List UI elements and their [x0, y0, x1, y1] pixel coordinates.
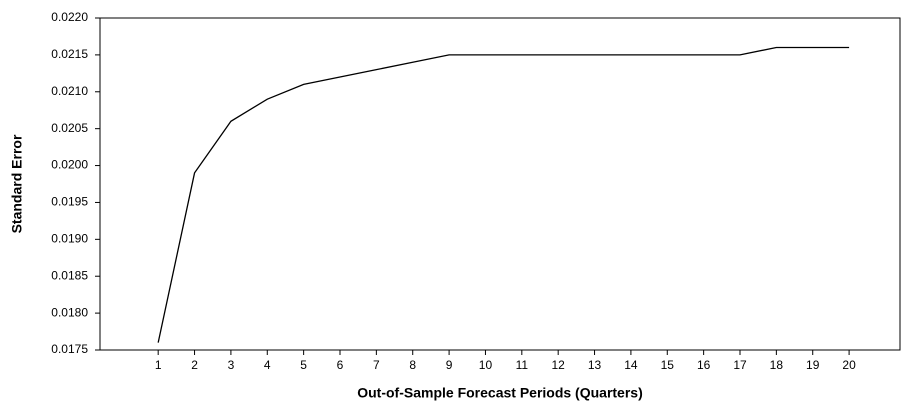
- y-tick-label: 0.0195: [51, 195, 88, 209]
- x-tick-label: 3: [228, 358, 235, 372]
- plot-frame: [99, 17, 901, 351]
- x-tick-label: 17: [733, 358, 747, 372]
- x-tick-label: 8: [409, 358, 416, 372]
- x-tick-label: 12: [552, 358, 566, 372]
- x-tick-label: 1: [155, 358, 162, 372]
- x-tick-label: 6: [337, 358, 344, 372]
- y-tick-label: 0.0205: [51, 121, 88, 135]
- x-tick-label: 20: [842, 358, 856, 372]
- x-tick-label: 11: [516, 358, 529, 372]
- y-tick-label: 0.0200: [51, 158, 88, 172]
- x-tick-label: 10: [479, 358, 493, 372]
- x-tick-label: 19: [806, 358, 820, 372]
- x-tick-label: 7: [373, 358, 380, 372]
- line: [157, 46, 850, 343]
- y-tick-label: 0.0185: [51, 268, 88, 282]
- y-tick-label: 0.0180: [51, 305, 88, 319]
- y-axis-label: Standard Error: [9, 134, 25, 233]
- x-tick-label: 2: [191, 358, 198, 372]
- x-tick-label: 9: [446, 358, 453, 372]
- x-tick-label: 15: [661, 358, 675, 372]
- y-tick-label: 0.0210: [51, 84, 88, 98]
- y-tick-label: 0.0220: [51, 10, 88, 24]
- x-tick-label: 16: [697, 358, 711, 372]
- y-tick-label: 0.0175: [51, 342, 88, 356]
- x-tick-label: 14: [624, 358, 638, 372]
- y-tick-label: 0.0215: [51, 47, 88, 61]
- x-tick-label: 13: [588, 358, 602, 372]
- x-tick-label: 4: [264, 358, 271, 372]
- x-axis-label: Out-of-Sample Forecast Periods (Quarters…: [357, 385, 643, 401]
- x-tick-label: 18: [770, 358, 784, 372]
- x-tick-label: 5: [300, 358, 307, 372]
- y-tick-label: 0.0190: [51, 232, 88, 246]
